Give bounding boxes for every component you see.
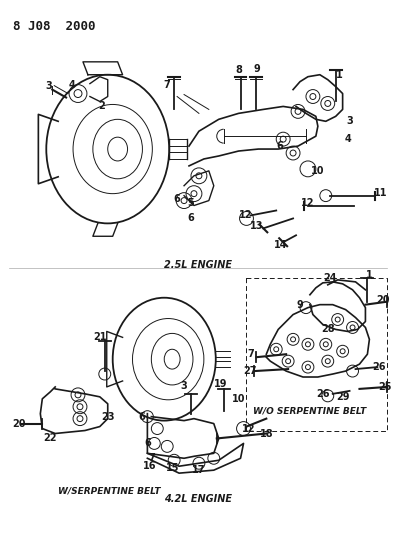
Text: 29: 29 — [336, 392, 349, 402]
Text: 26: 26 — [316, 389, 330, 399]
Text: 21: 21 — [93, 333, 107, 342]
Text: 7: 7 — [164, 79, 171, 90]
Text: 23: 23 — [101, 411, 115, 422]
Text: 8 J08  2000: 8 J08 2000 — [13, 20, 95, 33]
Text: 15: 15 — [166, 463, 180, 473]
Text: 10: 10 — [311, 166, 325, 176]
Text: 12: 12 — [242, 424, 255, 433]
Text: 3: 3 — [346, 116, 353, 126]
Text: 1: 1 — [366, 270, 373, 280]
Text: 20: 20 — [377, 295, 390, 305]
Text: 12: 12 — [239, 211, 252, 221]
Text: 6: 6 — [174, 193, 180, 204]
Text: 19: 19 — [214, 379, 228, 389]
Text: 9: 9 — [297, 300, 303, 310]
Text: 11: 11 — [374, 188, 387, 198]
Text: 4: 4 — [69, 79, 76, 90]
Text: 2: 2 — [98, 101, 105, 111]
Text: 5: 5 — [187, 198, 194, 207]
Text: 20: 20 — [12, 418, 25, 429]
Text: W/O SERPENTINE BELT: W/O SERPENTINE BELT — [254, 407, 367, 416]
Text: 14: 14 — [273, 240, 287, 250]
Text: 22: 22 — [43, 433, 57, 443]
Text: 13: 13 — [250, 221, 263, 231]
Text: 26: 26 — [373, 362, 386, 372]
Text: 24: 24 — [323, 273, 336, 283]
Text: 10: 10 — [232, 394, 245, 404]
Text: 2.5L ENGINE: 2.5L ENGINE — [164, 260, 232, 270]
Text: 9: 9 — [253, 64, 260, 74]
Text: W/SERPENTINE BELT: W/SERPENTINE BELT — [58, 486, 161, 495]
Text: 3: 3 — [181, 381, 187, 391]
Text: 6: 6 — [187, 213, 194, 223]
Text: 18: 18 — [259, 429, 273, 439]
Text: 28: 28 — [321, 325, 335, 334]
Text: 7: 7 — [247, 349, 254, 359]
Text: 3: 3 — [45, 80, 52, 91]
Text: 12: 12 — [301, 198, 315, 207]
Text: 6: 6 — [277, 141, 283, 151]
Text: 17: 17 — [192, 465, 206, 475]
Text: 4: 4 — [344, 134, 351, 144]
Text: 8: 8 — [235, 65, 242, 75]
Text: 16: 16 — [142, 461, 156, 471]
Text: 6: 6 — [144, 439, 151, 448]
Text: 6: 6 — [138, 411, 145, 422]
Text: 4.2L ENGINE: 4.2L ENGINE — [164, 494, 232, 504]
Text: 25: 25 — [378, 382, 392, 392]
Text: 1: 1 — [336, 70, 343, 80]
Text: 27: 27 — [244, 366, 257, 376]
Text: 7: 7 — [148, 453, 155, 463]
